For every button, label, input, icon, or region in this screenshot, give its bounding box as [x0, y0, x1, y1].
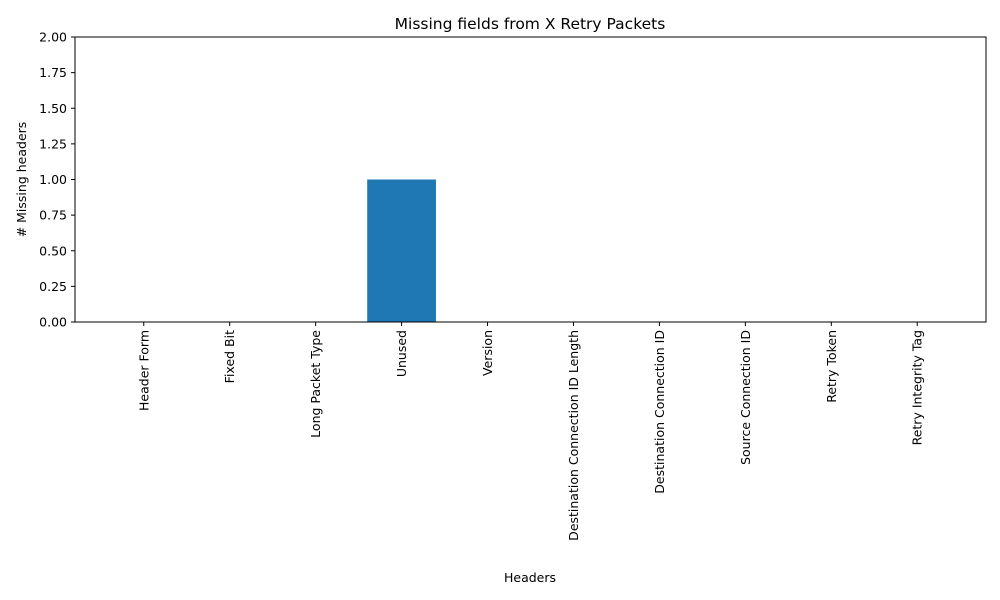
x-tick-label: Destination Connection ID: [652, 330, 667, 494]
chart-title: Missing fields from X Retry Packets: [395, 15, 666, 33]
x-tick-label: Unused: [394, 330, 409, 377]
y-tick-label: 1.00: [39, 172, 67, 187]
x-tick-label: Source Connection ID: [738, 330, 753, 465]
y-axis-ticks: 0.00 0.25 0.50 0.75 1.00 1.25 1.50 1.75 2.00: [39, 30, 75, 330]
y-tick-label: 0.50: [39, 243, 67, 258]
bars-group: [367, 179, 436, 322]
y-axis-label: # Missing headers: [14, 122, 29, 238]
x-tick-label: Retry Token: [824, 330, 839, 403]
bar-3: [367, 179, 436, 322]
x-tick-label: Fixed Bit: [222, 330, 237, 383]
y-tick-label: 0.75: [39, 208, 67, 223]
x-tick-label: Header Form: [136, 330, 151, 411]
x-tick-label: Retry Integrity Tag: [910, 330, 925, 445]
y-tick-label: 0.25: [39, 279, 67, 294]
y-tick-label: 0.00: [39, 315, 67, 330]
x-tick-label: Version: [480, 330, 495, 376]
y-tick-label: 2.00: [39, 30, 67, 45]
x-axis-label: Headers: [504, 570, 556, 585]
y-tick-label: 1.75: [39, 65, 67, 80]
x-tick-label: Long Packet Type: [308, 330, 323, 438]
x-tick-label: Destination Connection ID Length: [566, 330, 581, 541]
x-axis-ticks: Header Form Fixed Bit Long Packet Type Unus…: [136, 322, 925, 541]
y-tick-label: 1.25: [39, 136, 67, 151]
plot-area-frame: [74, 36, 987, 323]
y-tick-label: 1.50: [39, 101, 67, 116]
